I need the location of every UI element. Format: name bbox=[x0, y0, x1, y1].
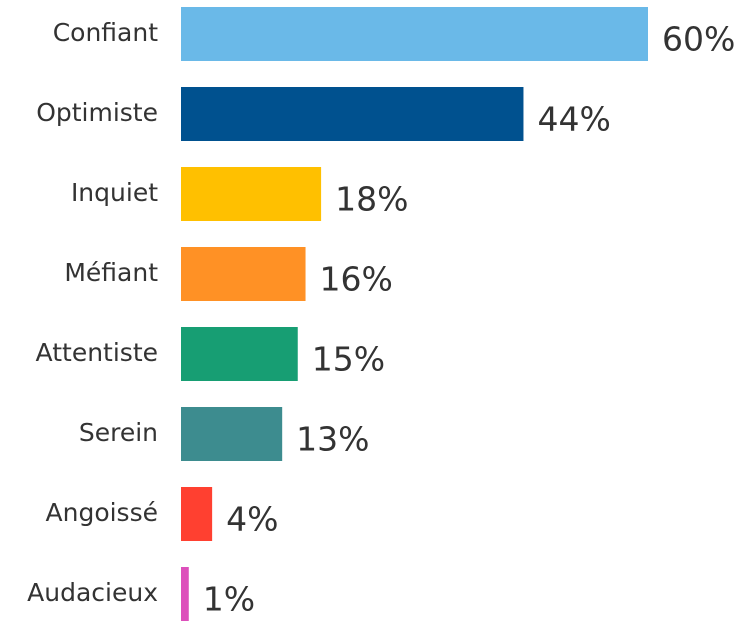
category-label: Optimiste bbox=[36, 98, 158, 127]
bar bbox=[181, 167, 322, 221]
category-label: Attentiste bbox=[36, 338, 158, 367]
category-label: Angoissé bbox=[46, 498, 159, 527]
value-label: 13% bbox=[296, 420, 369, 459]
value-label: 16% bbox=[320, 260, 393, 299]
category-label: Méfiant bbox=[64, 258, 158, 287]
bar bbox=[181, 247, 306, 301]
category-label: Inquiet bbox=[71, 178, 158, 207]
bar bbox=[181, 7, 648, 61]
bar bbox=[181, 327, 298, 381]
value-label: 60% bbox=[662, 20, 735, 59]
value-label: 18% bbox=[335, 180, 408, 219]
bar bbox=[181, 487, 213, 541]
value-label: 44% bbox=[537, 100, 610, 139]
category-label: Confiant bbox=[53, 18, 159, 47]
category-label: Serein bbox=[79, 418, 158, 447]
value-label: 1% bbox=[203, 580, 255, 619]
bar bbox=[181, 87, 524, 141]
bar bbox=[181, 407, 283, 461]
category-label: Audacieux bbox=[27, 578, 158, 607]
value-label: 15% bbox=[312, 340, 385, 379]
value-label: 4% bbox=[226, 500, 278, 539]
bar bbox=[181, 567, 189, 621]
